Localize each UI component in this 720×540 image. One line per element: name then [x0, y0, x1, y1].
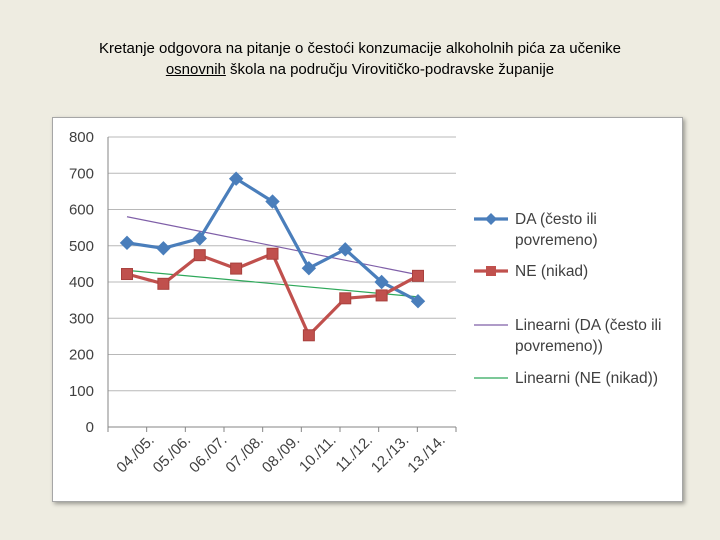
x-tick-label: 04./05.: [113, 432, 157, 476]
x-tick-label: 05./06.: [150, 432, 194, 476]
data-point: [265, 194, 280, 209]
legend-label-trend-da: povremeno)): [515, 338, 603, 355]
x-tick-label: 10./11.: [296, 432, 340, 476]
legend-label-da: DA (često ili: [515, 211, 597, 228]
data-point: [302, 329, 315, 342]
title-line-2-rest: škola na području Virovitičko-podravske …: [225, 61, 555, 78]
data-point: [192, 231, 207, 246]
y-tick-label: 0: [86, 419, 94, 436]
data-point: [230, 262, 243, 275]
x-tick-label: 07./08.: [222, 432, 266, 476]
data-point: [374, 274, 389, 290]
trendline: [126, 216, 419, 276]
data-point: [193, 249, 206, 262]
data-point: [157, 277, 170, 290]
legend-marker-ne: [486, 266, 496, 276]
title-line-2: osnovnih škola na području Virovitičko-p…: [40, 59, 680, 80]
y-tick-label: 700: [69, 165, 94, 182]
x-tick-label: 08./09.: [259, 432, 303, 476]
legend-label-trend-ne: Linearni (NE (nikad)): [515, 370, 658, 387]
y-tick-label: 800: [69, 129, 94, 146]
y-tick-label: 500: [69, 238, 94, 255]
chart-frame: [52, 117, 683, 502]
x-tick-label: 13./14.: [404, 432, 448, 476]
legend-label-da: povremeno): [515, 232, 598, 249]
legend-label-ne: NE (nikad): [515, 263, 588, 280]
data-point: [339, 292, 352, 305]
chart-title: Kretanje odgovora na pitanje o čestoći k…: [40, 38, 680, 80]
legend-marker-da: [485, 213, 497, 225]
data-point: [119, 235, 135, 251]
x-tick-label: 12./13.: [368, 432, 412, 476]
data-point: [412, 269, 424, 282]
data-point: [375, 289, 388, 302]
y-tick-label: 200: [69, 347, 94, 364]
data-point: [156, 241, 171, 256]
data-point: [410, 294, 426, 309]
legend-label-trend-da: Linearni (DA (često ili: [515, 317, 661, 334]
y-tick-label: 400: [69, 274, 94, 291]
x-tick-label: 06./07.: [186, 432, 230, 476]
y-tick-label: 600: [69, 202, 94, 219]
data-point: [338, 242, 353, 257]
data-point: [121, 268, 133, 281]
title-underlined-word: osnovnih: [165, 61, 226, 78]
data-point: [301, 261, 317, 276]
data-point: [228, 171, 244, 186]
x-tick-label: 11./12.: [332, 432, 376, 476]
data-point: [266, 247, 279, 260]
title-line-1: Kretanje odgovora na pitanje o čestoći k…: [99, 40, 621, 57]
y-tick-label: 300: [69, 310, 94, 327]
y-tick-label: 100: [69, 383, 94, 400]
